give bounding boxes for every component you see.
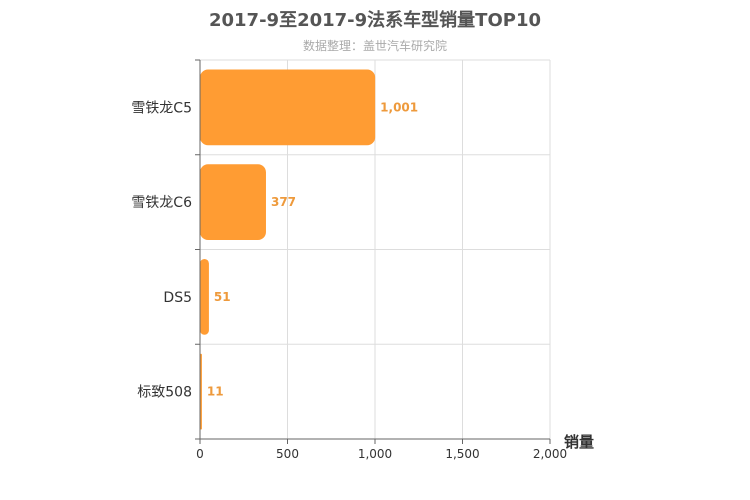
bar	[200, 164, 266, 241]
data-label: 11	[207, 385, 224, 399]
category-label: 标致508	[137, 385, 192, 401]
x-tick-label: 2,000	[533, 447, 567, 461]
x-tick-label: 0	[196, 447, 204, 461]
category-label: 雪铁龙C5	[131, 100, 192, 116]
category-label: 雪铁龙C6	[131, 195, 192, 211]
chart-subtitle: 数据整理：盖世汽车研究院	[302, 39, 447, 53]
chart-title: 2017-9至2017-9法系车型销量TOP10	[208, 10, 541, 31]
data-label: 51	[214, 290, 231, 304]
x-tick-label: 500	[276, 447, 299, 461]
data-label: 1,001	[380, 100, 418, 114]
x-axis-title: 销量	[564, 433, 594, 451]
bar	[200, 69, 376, 146]
x-tick-label: 1,500	[445, 447, 479, 461]
data-label: 377	[271, 195, 296, 209]
category-label: DS5	[163, 290, 192, 306]
x-tick-label: 1,000	[358, 447, 392, 461]
bar	[200, 258, 209, 335]
